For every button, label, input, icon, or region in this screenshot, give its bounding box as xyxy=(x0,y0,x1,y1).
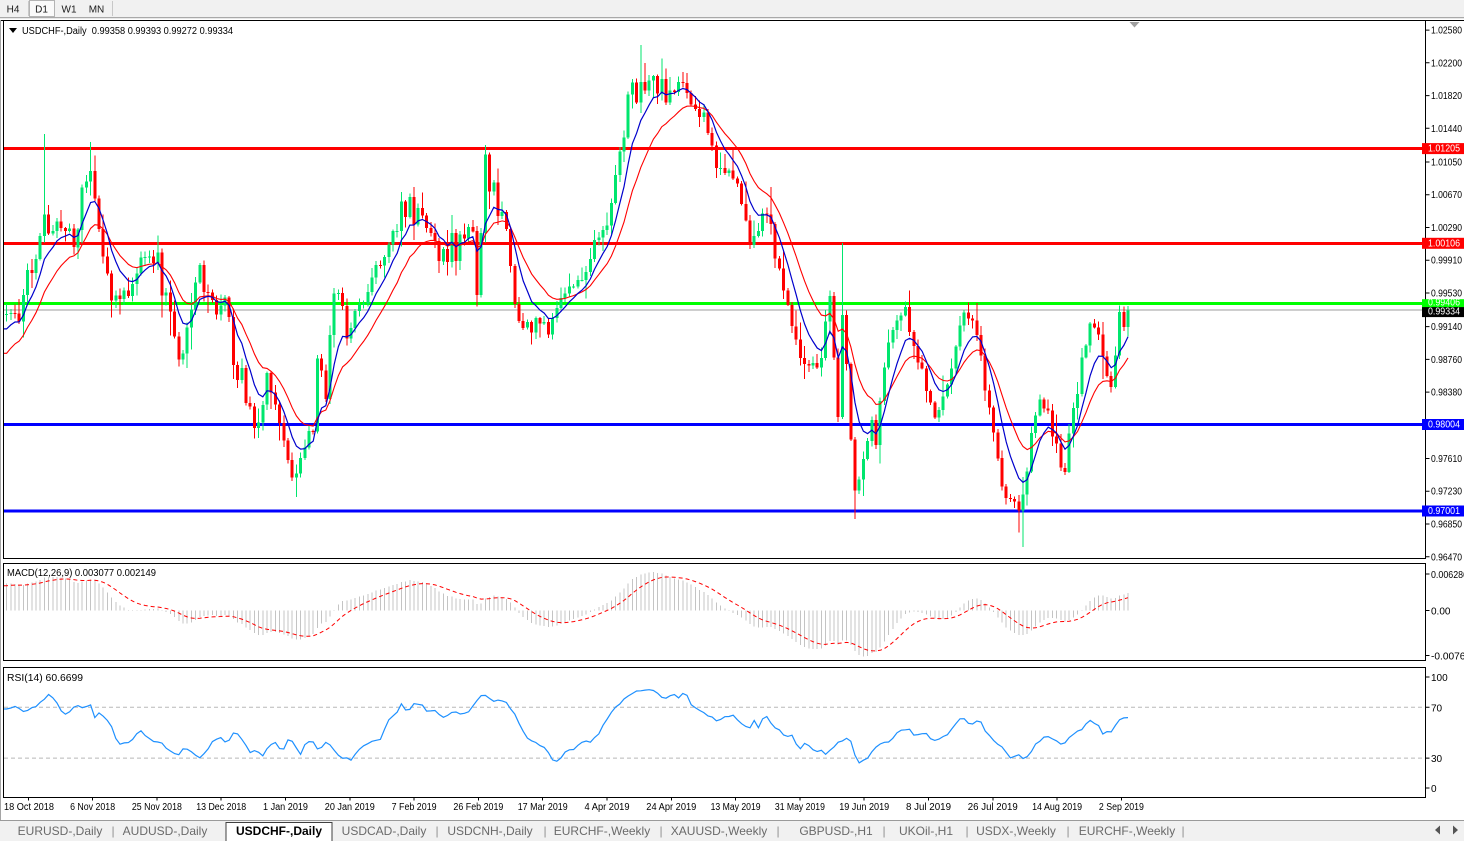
svg-text:0.98004: 0.98004 xyxy=(1428,420,1460,431)
svg-text:EURCHF-,Weekly: EURCHF-,Weekly xyxy=(1079,824,1175,838)
svg-text:1.00106: 1.00106 xyxy=(1428,238,1460,249)
svg-text:0: 0 xyxy=(1431,784,1437,795)
svg-text:|: | xyxy=(1181,824,1184,838)
svg-text:W1: W1 xyxy=(62,5,77,16)
svg-text:13 Dec 2018: 13 Dec 2018 xyxy=(196,802,246,813)
svg-text:|: | xyxy=(965,824,968,838)
svg-text:1.01205: 1.01205 xyxy=(1428,144,1460,155)
svg-text:0.00: 0.00 xyxy=(1431,607,1451,618)
svg-text:MACD(12,26,9) 0.003077 0.00214: MACD(12,26,9) 0.003077 0.002149 xyxy=(7,568,156,579)
svg-text:USDX-,Weekly: USDX-,Weekly xyxy=(976,824,1056,838)
svg-text:|: | xyxy=(882,824,885,838)
svg-text:13 May 2019: 13 May 2019 xyxy=(711,802,761,813)
svg-text:0.99530: 0.99530 xyxy=(1431,289,1462,300)
svg-text:USDCHF-,Daily 0.99358 0.99393: USDCHF-,Daily 0.99358 0.99393 0.99272 0.… xyxy=(22,26,233,37)
svg-text:D1: D1 xyxy=(35,5,48,16)
svg-text:0.006286: 0.006286 xyxy=(1431,570,1464,581)
svg-text:0.96470: 0.96470 xyxy=(1431,552,1462,563)
svg-text:26 Jul 2019: 26 Jul 2019 xyxy=(968,802,1018,813)
svg-text:14 Aug 2019: 14 Aug 2019 xyxy=(1032,802,1082,813)
svg-text:|: | xyxy=(111,824,114,838)
svg-text:70: 70 xyxy=(1431,703,1443,714)
svg-text:0.99140: 0.99140 xyxy=(1431,322,1462,333)
svg-text:0.98760: 0.98760 xyxy=(1431,355,1462,366)
svg-text:USDCAD-,Daily: USDCAD-,Daily xyxy=(342,824,427,838)
svg-text:H4: H4 xyxy=(7,5,20,16)
svg-text:30: 30 xyxy=(1431,754,1443,765)
svg-text:0.97001: 0.97001 xyxy=(1428,506,1460,517)
svg-text:1.01440: 1.01440 xyxy=(1431,124,1462,135)
svg-text:GBPUSD-,H1: GBPUSD-,H1 xyxy=(799,824,873,838)
svg-text:17 Mar 2019: 17 Mar 2019 xyxy=(518,802,568,813)
svg-text:0.97610: 0.97610 xyxy=(1431,454,1462,465)
svg-text:|: | xyxy=(1066,824,1069,838)
svg-text:UKOil-,H1: UKOil-,H1 xyxy=(899,824,953,838)
svg-text:XAUUSD-,Weekly: XAUUSD-,Weekly xyxy=(671,824,767,838)
svg-text:0.97230: 0.97230 xyxy=(1431,487,1462,498)
svg-text:31 May 2019: 31 May 2019 xyxy=(775,802,825,813)
svg-text:25 Nov 2018: 25 Nov 2018 xyxy=(132,802,182,813)
svg-text:20 Jan 2019: 20 Jan 2019 xyxy=(325,802,375,813)
svg-text:26 Feb 2019: 26 Feb 2019 xyxy=(453,802,503,813)
svg-text:19 Jun 2019: 19 Jun 2019 xyxy=(839,802,889,813)
svg-text:1 Jan 2019: 1 Jan 2019 xyxy=(263,802,308,813)
svg-text:-0.00762: -0.00762 xyxy=(1431,652,1464,663)
svg-text:RSI(14) 60.6699: RSI(14) 60.6699 xyxy=(7,673,83,684)
svg-text:MN: MN xyxy=(89,5,105,16)
svg-text:|: | xyxy=(543,824,546,838)
svg-text:4 Apr 2019: 4 Apr 2019 xyxy=(585,802,630,813)
svg-text:|: | xyxy=(776,824,779,838)
svg-text:6 Nov 2018: 6 Nov 2018 xyxy=(70,802,115,813)
svg-text:1.02200: 1.02200 xyxy=(1431,58,1462,69)
svg-text:1.02580: 1.02580 xyxy=(1431,26,1462,37)
svg-text:8 Jul 2019: 8 Jul 2019 xyxy=(906,802,951,813)
svg-text:AUDUSD-,Daily: AUDUSD-,Daily xyxy=(123,824,208,838)
svg-text:|: | xyxy=(435,824,438,838)
svg-text:1.00670: 1.00670 xyxy=(1431,190,1462,201)
svg-text:0.98380: 0.98380 xyxy=(1431,388,1462,399)
svg-text:100: 100 xyxy=(1431,673,1448,684)
svg-text:24 Apr 2019: 24 Apr 2019 xyxy=(646,802,696,813)
svg-text:1.01050: 1.01050 xyxy=(1431,158,1462,169)
svg-text:USDCNH-,Daily: USDCNH-,Daily xyxy=(447,824,532,838)
svg-text:18 Oct 2018: 18 Oct 2018 xyxy=(4,802,54,813)
svg-text:USDCHF-,Daily: USDCHF-,Daily xyxy=(236,824,322,838)
svg-text:2 Sep 2019: 2 Sep 2019 xyxy=(1099,802,1144,813)
svg-text:1.01820: 1.01820 xyxy=(1431,91,1462,102)
svg-text:|: | xyxy=(659,824,662,838)
svg-text:EURCHF-,Weekly: EURCHF-,Weekly xyxy=(554,824,650,838)
svg-text:1.00290: 1.00290 xyxy=(1431,223,1462,234)
svg-text:0.99910: 0.99910 xyxy=(1431,256,1462,267)
svg-text:0.96850: 0.96850 xyxy=(1431,520,1462,531)
svg-text:0.99334: 0.99334 xyxy=(1428,307,1460,318)
svg-text:7 Feb 2019: 7 Feb 2019 xyxy=(392,802,437,813)
svg-text:0.99406: 0.99406 xyxy=(1428,298,1460,309)
svg-text:EURUSD-,Daily: EURUSD-,Daily xyxy=(18,824,103,838)
